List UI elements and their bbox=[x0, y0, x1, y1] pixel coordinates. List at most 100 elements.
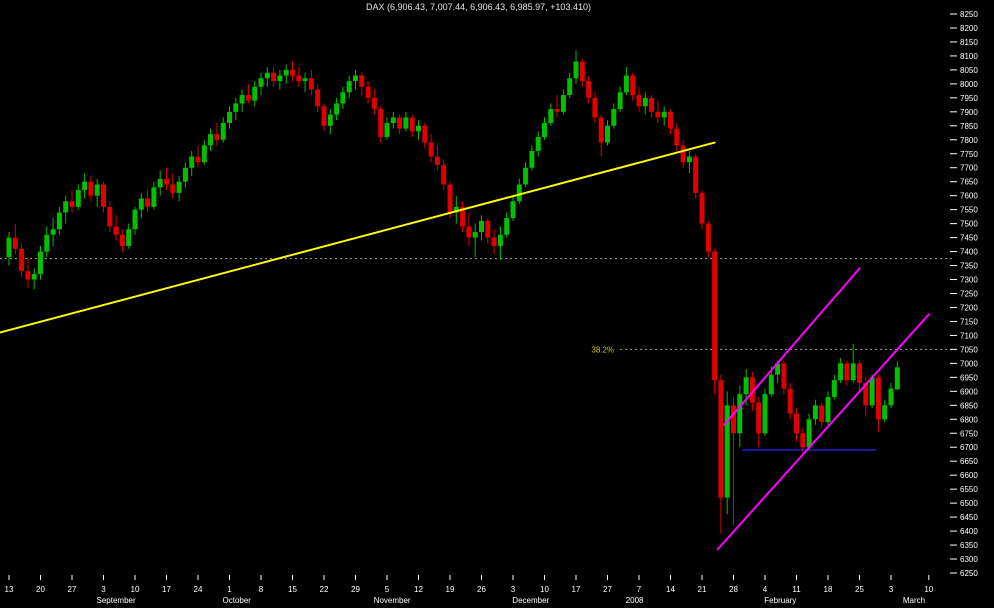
candle-body bbox=[441, 164, 447, 185]
candle-body bbox=[705, 223, 711, 252]
price-tick-label: 6400 bbox=[960, 527, 978, 536]
date-tick-label: 13 bbox=[5, 585, 14, 594]
candle-body bbox=[529, 150, 535, 168]
candle-body bbox=[661, 111, 667, 118]
candle-body bbox=[264, 72, 270, 79]
candle-body bbox=[554, 109, 560, 112]
candle-body bbox=[573, 61, 579, 79]
candle-body bbox=[227, 111, 232, 124]
candle-body bbox=[308, 78, 314, 90]
candle-body bbox=[775, 363, 781, 375]
channel-line-magenta-upper[interactable] bbox=[723, 267, 861, 426]
candle-body bbox=[586, 81, 592, 98]
candle-body bbox=[737, 394, 743, 434]
candle-body bbox=[397, 117, 403, 129]
candle-body bbox=[825, 396, 831, 423]
price-tick-label: 7250 bbox=[960, 290, 978, 299]
candle-body bbox=[875, 377, 881, 420]
candle-body bbox=[850, 363, 856, 381]
candle-body bbox=[636, 95, 642, 107]
candle-body bbox=[819, 405, 825, 423]
price-tick-label: 6800 bbox=[960, 415, 978, 424]
candle-body bbox=[838, 363, 844, 381]
price-tick-label: 7450 bbox=[960, 234, 978, 243]
price-tick-label: 8200 bbox=[960, 24, 978, 33]
date-tick-label: 15 bbox=[288, 585, 297, 594]
candle-body bbox=[321, 106, 327, 126]
candle-body bbox=[38, 251, 43, 274]
candle-body bbox=[31, 273, 37, 280]
candle-body bbox=[756, 402, 762, 434]
trendline-yellow[interactable] bbox=[0, 141, 716, 334]
candle-body bbox=[25, 271, 31, 280]
price-tick-label: 7850 bbox=[960, 122, 978, 131]
candle-body bbox=[712, 251, 718, 381]
date-tick-label: 14 bbox=[666, 585, 675, 594]
date-tick-label: 20 bbox=[36, 585, 45, 594]
candle-body bbox=[882, 405, 888, 420]
candle-body bbox=[453, 206, 459, 213]
candle-body bbox=[239, 95, 245, 104]
price-tick-label: 6850 bbox=[960, 401, 978, 410]
price-tick-label: 6700 bbox=[960, 443, 978, 452]
candle-body bbox=[472, 232, 478, 238]
candle-body bbox=[390, 117, 396, 124]
candle-body bbox=[384, 123, 390, 137]
candle-body bbox=[434, 156, 440, 165]
candle-body bbox=[598, 117, 604, 143]
candle-body bbox=[535, 136, 541, 151]
month-label: October bbox=[223, 596, 252, 605]
month-label: November bbox=[374, 596, 411, 605]
candle-body bbox=[126, 229, 132, 246]
date-tick-label: 27 bbox=[68, 585, 77, 594]
candle-body bbox=[113, 226, 119, 235]
candle-body bbox=[107, 206, 113, 227]
candle-body bbox=[164, 178, 169, 185]
candle-body bbox=[888, 388, 894, 406]
price-tick-label: 6300 bbox=[960, 555, 978, 564]
date-tick-label: 7 bbox=[637, 585, 642, 594]
price-tick-label: 7000 bbox=[960, 359, 978, 368]
chart-title: DAX (6,906.43, 7,007.44, 6,906.43, 6,985… bbox=[366, 2, 591, 12]
date-tick-label: 3 bbox=[511, 585, 516, 594]
month-label: December bbox=[512, 596, 549, 605]
candle-body bbox=[894, 367, 900, 390]
candle-body bbox=[560, 95, 566, 112]
price-tick-label: 7050 bbox=[960, 345, 978, 354]
price-tick-label: 6750 bbox=[960, 429, 978, 438]
candle-body bbox=[611, 109, 617, 126]
candle-body bbox=[170, 184, 176, 193]
price-tick-label: 7150 bbox=[960, 317, 978, 326]
candle-body bbox=[510, 201, 516, 219]
date-tick-label: 1 bbox=[227, 585, 232, 594]
channel-line-magenta-lower[interactable] bbox=[716, 313, 930, 551]
candle-body bbox=[768, 374, 774, 395]
price-tick-label: 7100 bbox=[960, 331, 978, 340]
candle-body bbox=[334, 103, 340, 115]
candle-body bbox=[271, 72, 277, 82]
date-tick-label: 27 bbox=[603, 585, 612, 594]
candle-body bbox=[138, 198, 144, 210]
candle-body bbox=[422, 125, 428, 143]
candle-body bbox=[567, 78, 573, 96]
price-tick-label: 7200 bbox=[960, 303, 978, 312]
candle-body bbox=[680, 145, 686, 163]
candle-body bbox=[781, 363, 787, 389]
date-tick-label: 17 bbox=[162, 585, 171, 594]
candle-body bbox=[416, 125, 421, 132]
date-tick-label: 18 bbox=[824, 585, 833, 594]
candle-body bbox=[674, 128, 680, 146]
date-tick-label: 3 bbox=[889, 585, 894, 594]
price-tick-label: 6650 bbox=[960, 457, 978, 466]
candle-body bbox=[201, 145, 207, 163]
candle-body bbox=[63, 201, 69, 213]
candle-body bbox=[800, 433, 806, 448]
price-tick-label: 8250 bbox=[960, 10, 978, 19]
price-tick-label: 7700 bbox=[960, 164, 978, 173]
candle-body bbox=[812, 405, 818, 420]
candle-body bbox=[485, 220, 491, 238]
price-tick-label: 7400 bbox=[960, 248, 978, 257]
candle-body bbox=[623, 75, 629, 93]
